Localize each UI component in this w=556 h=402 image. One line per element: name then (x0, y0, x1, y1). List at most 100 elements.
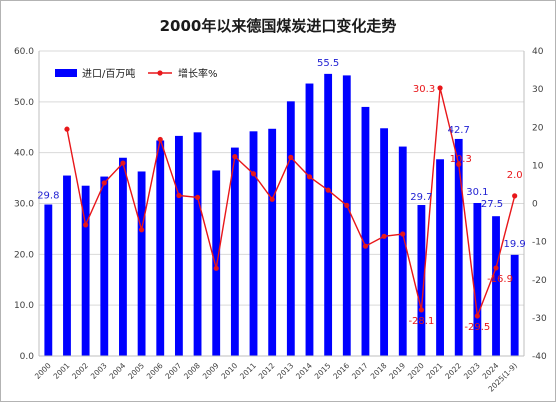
x-tick-label: 2016 (331, 361, 351, 381)
growth-marker (269, 196, 275, 202)
x-tick-label: 2007 (163, 361, 183, 381)
y-left-tick-label: 50.0 (14, 98, 34, 108)
y-right-tick-label: 0 (532, 200, 538, 210)
x-tick-label: 2023 (462, 361, 482, 381)
legend: 进口/百万吨 增长率% (55, 67, 218, 80)
bar (305, 83, 314, 357)
growth-marker (418, 307, 425, 313)
growth-marker (493, 265, 499, 271)
legend-line-label: 增长率% (178, 67, 218, 80)
bar (119, 157, 127, 356)
growth-marker (437, 85, 443, 91)
data-labels: 29.8 55.5 29.7 42.7 30.127.5 19.9 -28.1 30.3 10.… (37, 58, 526, 333)
bar (249, 131, 258, 356)
bar (286, 101, 295, 356)
bar (436, 159, 444, 356)
bar-series (44, 73, 519, 357)
x-tick-label: 2021 (425, 361, 445, 381)
axes: 0.0 10.0 20.0 30.0 40.0 50.0 60.0 -40 -30 -20 -10 0… (14, 47, 547, 394)
growth-marker (213, 265, 219, 271)
legend-bar-label: 进口/百万吨 (82, 67, 135, 80)
bar (63, 175, 71, 356)
y-right-tick-label: -10 (532, 238, 547, 248)
gridlines (39, 50, 524, 357)
x-tick-label: 2020 (406, 361, 426, 381)
bar-value-label: 42.7 (448, 125, 470, 136)
chart-title: 2000年以来德国煤炭进口变化走势 (160, 17, 397, 35)
x-tick-label: 2004 (107, 361, 127, 381)
growth-value-label: -28.1 (408, 316, 434, 327)
bar (324, 73, 333, 356)
y-right-tick-label: -40 (532, 352, 547, 362)
bar (473, 202, 482, 356)
y-right-tick-label: 20 (532, 123, 544, 133)
growth-marker (250, 171, 257, 177)
x-tick-label: 2017 (350, 361, 370, 381)
legend-bar-swatch (55, 69, 77, 77)
y-left-tick-label: 10.0 (14, 301, 34, 311)
bar (342, 75, 351, 357)
growth-marker (381, 233, 387, 239)
bar-value-label: 29.8 (37, 191, 59, 202)
x-tick-label: 2001 (52, 361, 72, 381)
y-left-tick-label: 0.0 (20, 352, 35, 362)
bar (212, 170, 221, 356)
bar (510, 254, 519, 356)
bar (100, 176, 109, 356)
bar (380, 128, 389, 356)
growth-marker (194, 194, 201, 200)
x-tick-label: 2015 (313, 361, 333, 381)
bar-value-label: 29.7 (410, 192, 432, 203)
bar (454, 138, 463, 356)
growth-marker (306, 174, 313, 180)
growth-marker (138, 227, 145, 233)
bar-value-label: 30.1 (466, 187, 488, 198)
growth-marker (288, 154, 294, 160)
bar (230, 147, 239, 356)
x-tick-label: 2006 (145, 361, 165, 381)
bar (193, 132, 202, 356)
y-left-tick-label: 60.0 (14, 47, 34, 57)
bar (361, 106, 370, 357)
x-tick-label: 2002 (70, 361, 90, 381)
growth-marker (362, 243, 369, 249)
x-tick-label: 2012 (257, 361, 277, 381)
growth-marker (232, 154, 238, 160)
x-tick-label: 2010 (219, 361, 239, 381)
bar (268, 128, 277, 356)
growth-marker (176, 192, 182, 199)
line-series (64, 85, 518, 319)
growth-marker (512, 193, 518, 199)
y-right-tick-label: 10 (532, 161, 544, 171)
growth-value-label: 10.3 (450, 154, 472, 165)
bar-value-label: 27.5 (481, 199, 503, 210)
growth-value-label: 30.3 (413, 84, 435, 95)
growth-marker (83, 222, 89, 228)
bar (417, 205, 426, 356)
y-right-tick-label: -30 (532, 314, 547, 324)
growth-marker (325, 187, 331, 193)
bar (398, 146, 407, 356)
growth-value-label: 2.0 (507, 170, 523, 181)
growth-value-label: -29.5 (464, 322, 490, 333)
x-tick-label: 2000 (33, 361, 53, 381)
bar-value-label: 55.5 (317, 58, 339, 69)
growth-marker (120, 160, 126, 166)
x-tick-label: 2005 (126, 361, 146, 381)
bar (81, 185, 90, 356)
growth-marker (400, 231, 406, 237)
x-tick-label: 2022 (443, 361, 463, 381)
growth-marker (157, 136, 163, 143)
x-tick-label: 2019 (387, 361, 407, 381)
bar (174, 135, 183, 356)
x-tick-label: 2003 (89, 361, 109, 381)
bar (44, 204, 53, 356)
growth-marker (456, 161, 462, 167)
x-tick-label: 2011 (238, 361, 258, 381)
y-right-tick-label: 40 (532, 47, 544, 57)
growth-value-label: -16.9 (487, 274, 513, 285)
growth-marker (101, 180, 107, 186)
y-left-tick-label: 20.0 (14, 250, 34, 260)
